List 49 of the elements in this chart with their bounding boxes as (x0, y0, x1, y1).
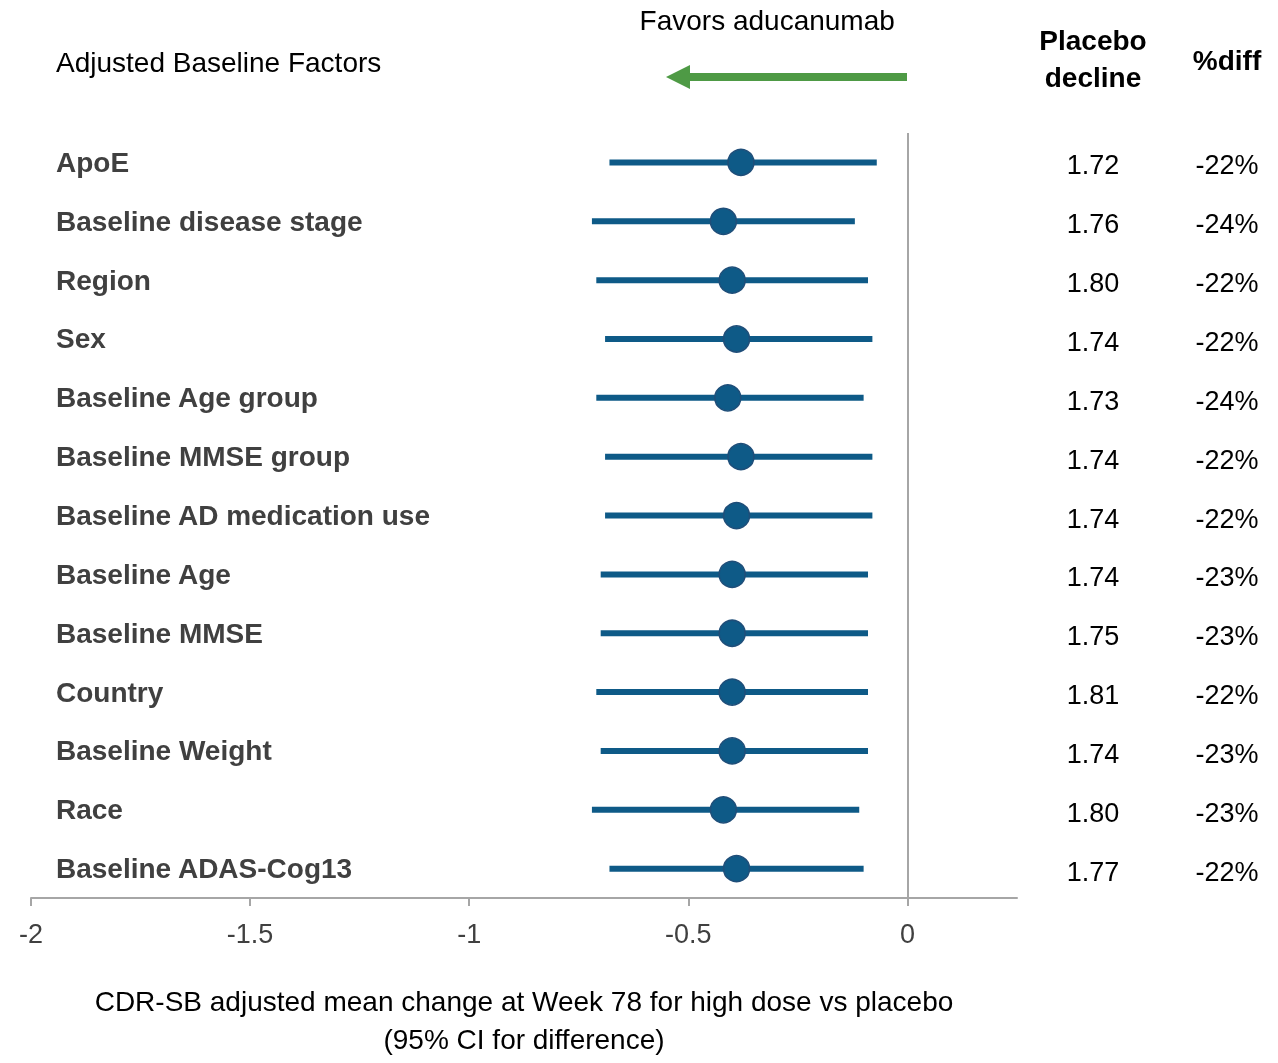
text: 1.81 (1066, 680, 1120, 711)
x-tick-label: 0 (899, 918, 915, 949)
y-tick-label: Region (56, 264, 151, 296)
y-tick-label: Baseline MMSE group (56, 441, 351, 473)
x-axis-title: CDR-SB adjusted mean change at Week 78 for high dose vs placebo (95% CI for difference) (94, 985, 954, 1055)
y-tick-label: Baseline AD medication use (56, 500, 430, 532)
text: 1.74 (1066, 562, 1120, 593)
text: -23% (1195, 738, 1259, 769)
y-axis-title: Adjusted Baseline Factors (56, 46, 382, 78)
y-tick-label: Baseline Weight (56, 735, 272, 767)
text: -23% (1195, 562, 1259, 593)
text: -22% (1195, 680, 1259, 711)
text: -24% (1195, 209, 1259, 240)
text: -22% (1195, 856, 1259, 887)
text: 1.72 (1066, 150, 1120, 181)
text: -22% (1195, 444, 1259, 475)
text: 1.75 (1066, 621, 1120, 652)
y-tick-label: Baseline Age (56, 558, 231, 590)
x-tick-label: -2 (18, 918, 44, 949)
y-tick-label: Race (56, 794, 123, 826)
text: 1.77 (1066, 856, 1120, 887)
y-tick-label: Country (56, 676, 164, 708)
text: -23% (1195, 797, 1259, 828)
x-tick-label: -1 (457, 918, 482, 949)
text: 1.74 (1066, 326, 1120, 357)
text: 1.76 (1066, 209, 1120, 240)
y-tick-label: Baseline ADAS-Cog13 (56, 853, 353, 885)
text: -22% (1195, 268, 1259, 299)
y-tick-label: Baseline Age group (56, 382, 318, 414)
y-tick-label: ApoE (56, 146, 130, 178)
text: Favors aducanumab (639, 4, 895, 36)
text: 1.80 (1066, 268, 1120, 299)
text: -24% (1195, 385, 1259, 416)
y-tick-label: Baseline MMSE (56, 617, 263, 649)
x-tick-label: -0.5 (665, 918, 712, 949)
text: 1.73 (1066, 385, 1120, 416)
text: -22% (1195, 503, 1259, 534)
x-tick-label: -1.5 (226, 918, 274, 949)
text: 1.74 (1066, 503, 1120, 534)
text: %diff (1192, 45, 1262, 76)
y-tick-label: Baseline disease stage (56, 205, 363, 237)
text: Placebo decline (1039, 25, 1147, 93)
y-tick-label: Sex (56, 323, 107, 355)
text: -22% (1195, 150, 1259, 181)
text: 1.74 (1066, 444, 1120, 475)
text: -22% (1195, 326, 1259, 357)
text: -23% (1195, 621, 1259, 652)
text: 1.80 (1066, 797, 1120, 828)
text: 1.74 (1066, 738, 1120, 769)
